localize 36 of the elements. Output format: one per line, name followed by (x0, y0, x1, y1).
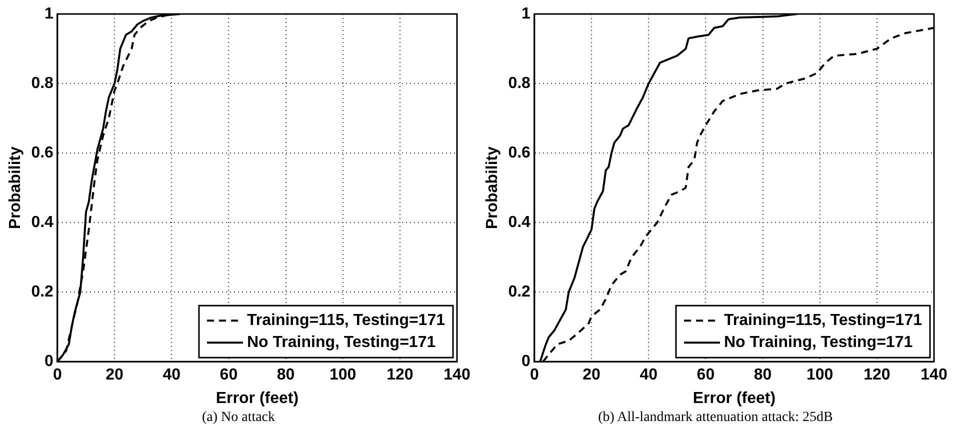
y-tick-label: 1 (44, 5, 54, 22)
legend-label: Training=115, Testing=171 (246, 312, 446, 330)
y-tick-label: 0.8 (508, 74, 531, 92)
x-tick-label: 60 (696, 366, 715, 384)
x-tick-label: 20 (582, 366, 601, 384)
y-tick-label: 1 (522, 5, 531, 22)
x-tick-label: 40 (162, 366, 181, 384)
y-tick-label: 0 (44, 353, 54, 370)
x-tick-label: 20 (106, 366, 124, 384)
x-tick-label: 40 (640, 366, 658, 384)
x-tick-label: 60 (220, 366, 238, 384)
y-axis-title: Probability (7, 146, 24, 230)
x-tick-label: 120 (864, 366, 890, 384)
y-tick-label: 0.8 (31, 74, 54, 92)
y-axis-title: Probability (484, 146, 502, 230)
x-tick-label: 100 (329, 366, 356, 384)
x-tick-label: 80 (754, 366, 772, 384)
x-tick-label: 140 (920, 366, 948, 384)
y-tick-label: 0.4 (508, 214, 531, 231)
y-tick-label: 0.6 (31, 144, 54, 162)
x-tick-label: 120 (386, 366, 414, 384)
y-tick-label: 0 (522, 353, 531, 370)
x-tick-label: 140 (444, 366, 470, 384)
legend-label: No Training, Testing=171 (724, 334, 913, 352)
legend-label: No Training, Testing=171 (246, 334, 436, 352)
text: (a) No attack (200, 410, 276, 426)
legend-label: Training=115, Testing=171 (724, 312, 922, 330)
y-tick-label: 0.2 (31, 283, 54, 300)
x-axis-title: Error (feet) (692, 390, 776, 407)
y-tick-label: 0.2 (508, 283, 531, 300)
x-tick-label: 80 (276, 366, 295, 384)
x-tick-label: 100 (806, 366, 834, 384)
y-tick-label: 0.4 (31, 214, 54, 231)
x-axis-title: Error (feet) (216, 390, 299, 407)
y-tick-label: 0.6 (508, 144, 531, 162)
text: (b) All-landmark attenuation attack: 25dB (597, 410, 834, 426)
